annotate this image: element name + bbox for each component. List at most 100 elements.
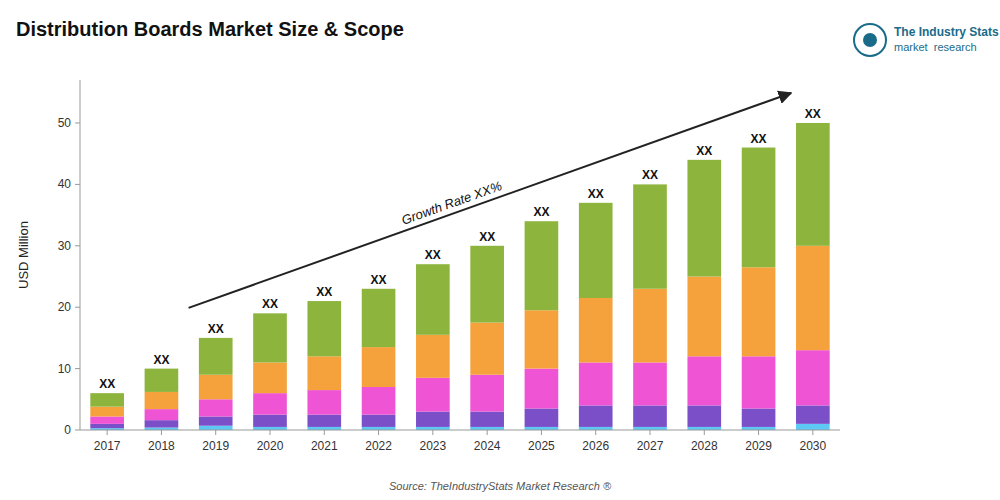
bar-segment bbox=[525, 369, 559, 409]
logo-icon bbox=[854, 24, 886, 56]
y-tick-label: 10 bbox=[58, 362, 72, 376]
total-label: XX bbox=[262, 297, 278, 311]
bar-segment bbox=[633, 405, 667, 426]
bar-segment bbox=[362, 289, 396, 347]
bar-segment bbox=[90, 416, 124, 423]
x-tick bbox=[758, 430, 759, 435]
y-axis-label: USD Million bbox=[16, 221, 31, 289]
bar-segment bbox=[742, 356, 776, 408]
total-label: XX bbox=[696, 144, 712, 158]
y-tick bbox=[75, 307, 80, 308]
x-tick bbox=[812, 430, 813, 435]
y-axis: 0 10 20 30 40 50 USD Million bbox=[16, 80, 80, 437]
bar-segment bbox=[253, 415, 287, 427]
bar-segment bbox=[307, 390, 341, 415]
y-tick bbox=[75, 122, 80, 123]
bar-segment bbox=[199, 399, 233, 416]
y-tick-label: 50 bbox=[58, 116, 72, 130]
bar-segment bbox=[199, 426, 233, 430]
annotation: Growth Rate XX% bbox=[399, 178, 503, 228]
arrow bbox=[189, 93, 792, 308]
x-tick-label: 2017 bbox=[94, 439, 121, 453]
total-label: XX bbox=[479, 230, 495, 244]
x-tick-label: 2028 bbox=[691, 439, 718, 453]
x-tick-label: 2025 bbox=[528, 439, 555, 453]
total-label: XX bbox=[425, 248, 441, 262]
bar-segment bbox=[742, 267, 776, 356]
bar-segment bbox=[633, 184, 667, 288]
x-tick bbox=[541, 430, 542, 435]
bar-segment bbox=[470, 246, 504, 323]
y-tick-label: 20 bbox=[58, 300, 72, 314]
bar-segment bbox=[145, 392, 179, 409]
bar-segment bbox=[579, 298, 613, 362]
y-tick bbox=[75, 184, 80, 185]
x-tick-label: 2022 bbox=[365, 439, 392, 453]
bar-segment bbox=[362, 347, 396, 387]
bar-segment bbox=[199, 375, 233, 400]
bar-segment bbox=[307, 301, 341, 356]
logo-icon bbox=[863, 33, 877, 47]
x-axis: 2017201820192020202120222023202420252026… bbox=[80, 430, 840, 453]
bar-segment bbox=[199, 338, 233, 375]
bar-segment bbox=[796, 424, 830, 430]
bar-segment bbox=[525, 221, 559, 310]
bar-segment bbox=[307, 415, 341, 427]
bar-segment bbox=[416, 335, 450, 378]
logo: The Industry Stats market research bbox=[854, 24, 999, 56]
bar-segment bbox=[579, 362, 613, 405]
x-tick-label: 2029 bbox=[745, 439, 772, 453]
x-tick bbox=[432, 430, 433, 435]
bar-segment bbox=[796, 246, 830, 350]
bar-segment bbox=[579, 405, 613, 426]
logo-text: The Industry Stats bbox=[894, 25, 999, 39]
x-tick-label: 2019 bbox=[202, 439, 229, 453]
x-tick bbox=[595, 430, 596, 435]
bar-segment bbox=[525, 310, 559, 368]
x-tick-label: 2018 bbox=[148, 439, 175, 453]
bar-segment bbox=[253, 393, 287, 414]
x-tick-label: 2020 bbox=[257, 439, 284, 453]
bar-segment bbox=[687, 356, 721, 405]
bar-segment bbox=[199, 416, 233, 425]
x-tick-label: 2030 bbox=[800, 439, 827, 453]
bar-segment bbox=[145, 409, 179, 420]
bar-segment bbox=[633, 362, 667, 405]
total-label: XX bbox=[533, 205, 549, 219]
y-axis-line bbox=[80, 80, 81, 430]
bar-segment bbox=[90, 407, 124, 417]
y-tick-label: 40 bbox=[58, 177, 72, 191]
bar-segment bbox=[470, 412, 504, 427]
total-label: XX bbox=[316, 285, 332, 299]
y-tick-label: 30 bbox=[58, 239, 72, 253]
bar-segment bbox=[742, 148, 776, 268]
x-tick-label: 2027 bbox=[637, 439, 664, 453]
bar-segment bbox=[416, 378, 450, 412]
total-label: XX bbox=[153, 353, 169, 367]
x-tick-label: 2023 bbox=[420, 439, 447, 453]
bar-segment bbox=[145, 369, 179, 392]
x-tick bbox=[215, 430, 216, 435]
bar-segment bbox=[525, 409, 559, 427]
bar-segment bbox=[90, 393, 124, 407]
title: Distribution Boards Market Size & Scope bbox=[16, 18, 404, 40]
bar-segment bbox=[416, 264, 450, 335]
y-tick bbox=[75, 245, 80, 246]
total-label: XX bbox=[371, 273, 387, 287]
bar-segment bbox=[253, 313, 287, 362]
y-tick-label: 0 bbox=[64, 423, 71, 437]
logo-text: market research bbox=[894, 41, 977, 53]
bar-segment bbox=[307, 356, 341, 390]
bar-segment bbox=[796, 405, 830, 423]
x-tick bbox=[161, 430, 162, 435]
bar-segment bbox=[687, 405, 721, 426]
x-tick-label: 2021 bbox=[311, 439, 338, 453]
x-tick bbox=[378, 430, 379, 435]
bar-segment bbox=[796, 123, 830, 246]
total-label: XX bbox=[805, 107, 821, 121]
source: Source: TheIndustryStats Market Research… bbox=[389, 480, 612, 492]
bar-segment bbox=[687, 276, 721, 356]
growth-arrow: Growth Rate XX% bbox=[189, 93, 792, 308]
bar-segment bbox=[470, 375, 504, 412]
total-label: XX bbox=[642, 168, 658, 182]
